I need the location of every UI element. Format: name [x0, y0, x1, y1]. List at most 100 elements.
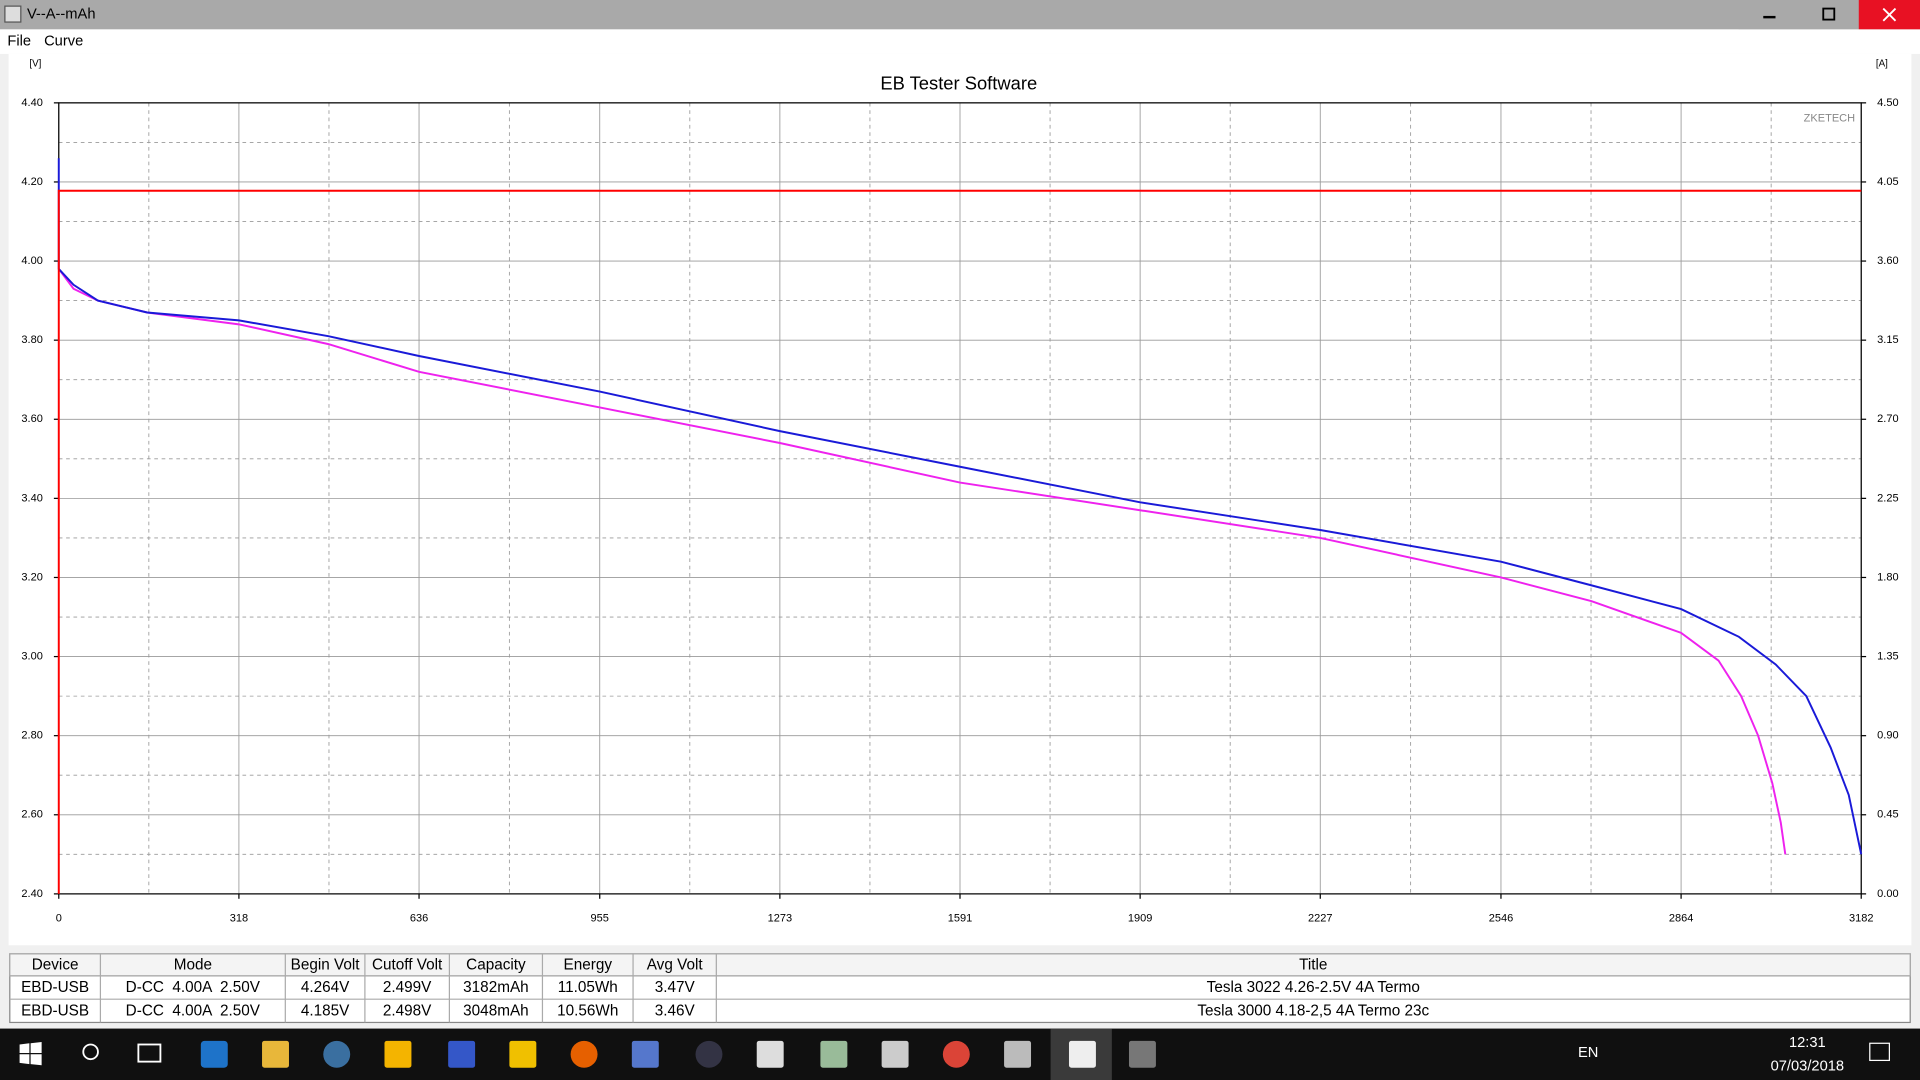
- table-cell: D-CC 4.00A 2.50V: [126, 1002, 261, 1019]
- taskbar-icons: [19, 1028, 1890, 1080]
- taskbar-app[interactable]: [1004, 1040, 1032, 1068]
- table-header: Begin Volt: [291, 957, 361, 974]
- search-button[interactable]: [82, 1043, 99, 1061]
- plot: 0 318 636 955 1273 1591 1909 2227 2546 2864 3182 2.…: [21, 97, 1898, 925]
- taskbar-app[interactable]: [570, 1040, 598, 1068]
- taskbar-app[interactable]: [200, 1040, 228, 1068]
- clock-date[interactable]: 07/03/2018: [1771, 1058, 1845, 1074]
- clock-time[interactable]: 12:31: [1789, 1035, 1826, 1051]
- y2-tick-label: 0.45: [1877, 809, 1898, 821]
- start-button[interactable]: [19, 1042, 42, 1066]
- language-indicator[interactable]: EN: [1578, 1045, 1598, 1061]
- series-line: [57, 268, 1787, 855]
- taskbar-app[interactable]: [631, 1040, 659, 1068]
- menu-item[interactable]: Curve: [44, 34, 83, 50]
- table-cell: Tesla 3022 4.26-2.5V 4A Termo: [1207, 979, 1420, 996]
- app-icon: [4, 5, 22, 23]
- x-tick-label: 2227: [1308, 912, 1333, 924]
- menu-bar: [0, 29, 1920, 54]
- y2-tick-label: 1.80: [1877, 571, 1898, 583]
- y2-tick-label: 4.50: [1877, 97, 1898, 109]
- y2-tick-label: 4.05: [1877, 176, 1898, 188]
- table-cell: EBD-USB: [21, 979, 89, 996]
- x-tick-label: 1591: [948, 912, 973, 924]
- y2-tick-label: 3.60: [1877, 255, 1898, 267]
- y-tick-label: 3.60: [21, 413, 42, 425]
- y-tick-label: 4.40: [21, 97, 42, 109]
- taskbar-app[interactable]: [942, 1040, 970, 1068]
- y-tick-label: 3.20: [21, 571, 42, 583]
- table-cell: 4.264V: [301, 979, 350, 996]
- y-tick-label: 3.40: [21, 492, 42, 504]
- task-view-button[interactable]: [137, 1043, 162, 1063]
- x-tick-label: 1909: [1128, 912, 1153, 924]
- x-tick-label: 318: [230, 912, 248, 924]
- y-tick-label: 4.20: [21, 176, 42, 188]
- menu-item[interactable]: File: [7, 34, 31, 50]
- table-cell: D-CC 4.00A 2.50V: [126, 979, 261, 996]
- taskbar-app[interactable]: [756, 1040, 784, 1068]
- y-tick-label: 2.60: [21, 809, 42, 821]
- table-cell: 10.56Wh: [557, 1002, 618, 1019]
- x-tick-label: 0: [56, 912, 62, 924]
- y-axis-label: [V]: [29, 58, 41, 69]
- taskbar-app[interactable]: [384, 1040, 412, 1068]
- x-tick-label: 955: [591, 912, 609, 924]
- table-cell: 3048mAh: [463, 1002, 528, 1019]
- window-title: V--A--mAh: [27, 7, 96, 23]
- y2-tick-label: 0.90: [1877, 730, 1898, 742]
- y2-tick-label: 0.00: [1877, 888, 1898, 900]
- taskbar-app[interactable]: [448, 1040, 476, 1068]
- restore-icon: [1822, 7, 1836, 21]
- table: Device Mode Begin Volt Cutoff Volt Capacity E…: [9, 953, 1911, 1024]
- x-tick-label: 3182: [1849, 912, 1874, 924]
- notification-button[interactable]: [1869, 1042, 1890, 1062]
- table-cell: 2.498V: [383, 1002, 432, 1019]
- y-tick-label: 3.00: [21, 650, 42, 662]
- table-header: Mode: [174, 957, 212, 974]
- taskbar-app[interactable]: [1128, 1040, 1156, 1068]
- taskbar-app[interactable]: [695, 1040, 723, 1068]
- y-tick-label: 2.80: [21, 730, 42, 742]
- chart-title: EB Tester Software: [880, 72, 1037, 93]
- x-tick-label: 636: [410, 912, 428, 924]
- table-cell: 3.47V: [655, 979, 696, 996]
- table-cell: 3.46V: [655, 1002, 696, 1019]
- taskbar-app[interactable]: [262, 1040, 289, 1068]
- series-line: [57, 189, 1862, 894]
- table-header: Device: [32, 957, 79, 974]
- x-tick-label: 2546: [1489, 912, 1514, 924]
- table-header: Energy: [564, 957, 613, 974]
- table-header: Avg Volt: [647, 957, 704, 974]
- taskbar-app[interactable]: [323, 1040, 351, 1068]
- y2-axis-label: [A]: [1876, 58, 1888, 69]
- y2-tick-label: 3.15: [1877, 334, 1898, 346]
- y-tick-label: 2.40: [21, 888, 42, 900]
- restore-button[interactable]: [1797, 0, 1859, 30]
- watermark: ZKETECH: [1804, 113, 1855, 125]
- taskbar-app[interactable]: [820, 1040, 848, 1068]
- table-cell: Tesla 3000 4.18-2,5 4A Termo 23c: [1197, 1002, 1429, 1019]
- y2-tick-label: 2.70: [1877, 413, 1898, 425]
- x-tick-label: 1273: [768, 912, 793, 924]
- taskbar-app[interactable]: [881, 1040, 909, 1068]
- table-cell: 4.185V: [301, 1002, 350, 1019]
- y2-tick-label: 2.25: [1877, 492, 1898, 504]
- table-header: Title: [1299, 957, 1327, 974]
- taskbar-app[interactable]: [509, 1040, 537, 1068]
- close-icon: [1882, 7, 1897, 22]
- table-header: Cutoff Volt: [372, 957, 443, 974]
- table-cell: EBD-USB: [21, 1002, 89, 1019]
- table-cell: 2.499V: [383, 979, 432, 996]
- x-tick-label: 2864: [1669, 912, 1694, 924]
- y-tick-label: 3.80: [21, 334, 42, 346]
- table-header: Capacity: [466, 957, 526, 974]
- series-line: [57, 158, 1863, 855]
- y-tick-label: 4.00: [21, 255, 42, 267]
- y2-tick-label: 1.35: [1877, 650, 1898, 662]
- taskbar-app[interactable]: [1068, 1040, 1096, 1068]
- minimize-button[interactable]: [1738, 0, 1798, 30]
- table-cell: 3182mAh: [463, 979, 528, 996]
